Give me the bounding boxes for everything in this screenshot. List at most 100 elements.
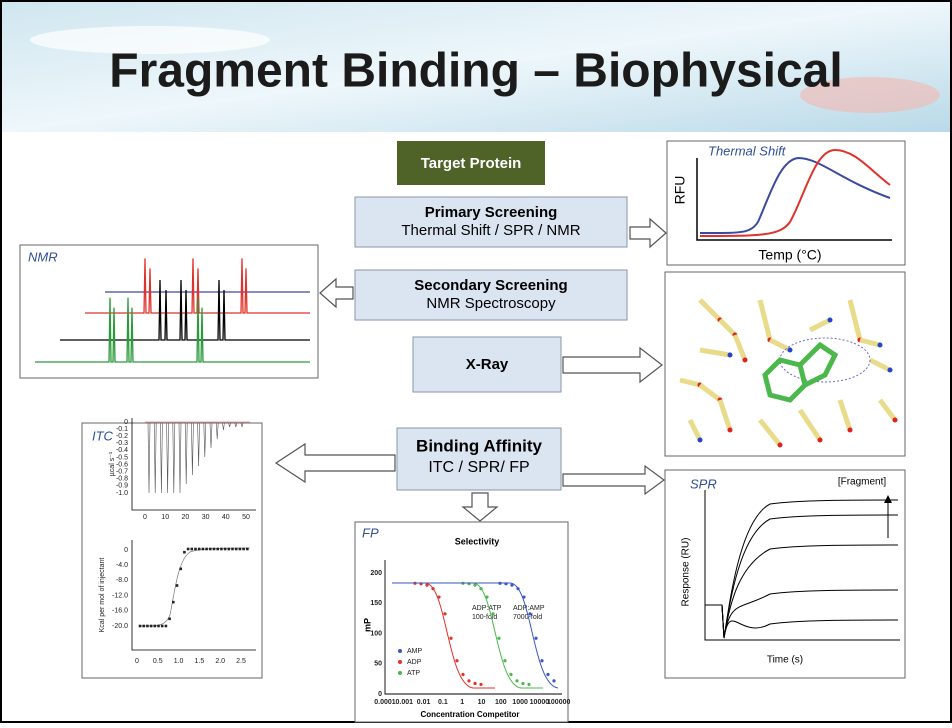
tick-label: -16.0: [112, 608, 128, 615]
data-point: [522, 595, 525, 598]
data-point: [168, 618, 171, 621]
plot-title: Selectivity: [455, 536, 500, 546]
panel-label: SPR: [690, 476, 717, 491]
data-point: [142, 625, 145, 628]
data-point: [198, 548, 201, 551]
data-point: [521, 682, 524, 685]
data-point: [498, 582, 501, 585]
data-point: [485, 595, 488, 598]
tick-label: 1000: [512, 699, 528, 706]
tick-label: 10: [478, 699, 486, 706]
tick-label: -0.1: [116, 426, 128, 433]
tick-label: 0.01: [417, 699, 431, 706]
panel-label: Thermal Shift: [708, 143, 787, 158]
atom: [728, 353, 733, 358]
data-point: [176, 584, 179, 587]
data-point: [194, 548, 197, 551]
tick-label: 0: [135, 658, 139, 665]
axis-label: RFU: [672, 176, 688, 205]
data-point: [510, 584, 513, 587]
atom: [778, 443, 783, 448]
data-point: [528, 612, 531, 615]
tick-label: 200: [370, 570, 382, 577]
data-point: [213, 548, 216, 551]
tick-label: 0.001: [396, 699, 414, 706]
data-point: [455, 659, 458, 662]
atom: [788, 348, 793, 353]
tick-label: -0.7: [116, 469, 128, 476]
slide-title: Fragment Binding – Biophysical: [109, 45, 842, 98]
data-point: [504, 582, 507, 585]
data-point: [437, 595, 440, 598]
tick-label: 50: [242, 514, 250, 521]
tick-label: 1.5: [195, 658, 205, 665]
atom: [878, 343, 883, 348]
data-point: [224, 548, 227, 551]
data-point: [425, 584, 428, 587]
axis-label: Time (s): [767, 655, 803, 666]
tick-label: 100000: [547, 699, 570, 706]
atom: [743, 358, 748, 363]
data-point: [491, 612, 494, 615]
tick-label: 0: [143, 514, 147, 521]
axis-label: Kcal per mol of injectant: [99, 558, 106, 633]
data-point: [150, 625, 153, 628]
tick-label: 20: [182, 514, 190, 521]
axis-label: mP: [362, 618, 372, 632]
data-point: [479, 683, 482, 686]
tick-label: 0.5: [153, 658, 163, 665]
panel-label: NMR: [28, 249, 58, 264]
atom: [893, 418, 898, 423]
axis-label: Concentration Competitor: [420, 710, 519, 719]
data-point: [216, 548, 219, 551]
data-point: [540, 659, 543, 662]
atom: [728, 428, 733, 433]
tick-label: 40: [222, 514, 230, 521]
data-point: [139, 625, 142, 628]
legend-marker: [398, 671, 402, 675]
data-point: [154, 625, 157, 628]
secondary-heading: Secondary Screening: [414, 277, 567, 294]
data-point: [187, 548, 190, 551]
tick-label: 0.1: [438, 699, 448, 706]
spr-panel: [665, 470, 905, 678]
atom: [698, 438, 703, 443]
data-point: [449, 637, 452, 640]
tick-label: -20.0: [112, 623, 128, 630]
data-point: [509, 673, 512, 676]
tick-label: -0.4: [116, 447, 128, 454]
atom: [828, 318, 833, 323]
tick-label: -0.6: [116, 461, 128, 468]
atom: [848, 428, 853, 433]
tick-label: 10: [161, 514, 169, 521]
data-point: [172, 601, 175, 604]
data-point: [239, 548, 242, 551]
data-point: [552, 679, 555, 682]
data-point: [202, 548, 205, 551]
data-point: [209, 548, 212, 551]
tick-label: 2.5: [236, 658, 246, 665]
data-point: [246, 548, 249, 551]
annotation: ADP:AMP: [513, 605, 545, 612]
data-point: [228, 548, 231, 551]
data-point: [431, 587, 434, 590]
data-point: [161, 625, 164, 628]
data-point: [165, 625, 168, 628]
data-point: [242, 548, 245, 551]
legend-label: ATP: [407, 670, 420, 677]
legend-marker: [398, 660, 402, 664]
tick-label: 30: [202, 514, 210, 521]
tick-label: 0: [378, 691, 382, 698]
data-point: [516, 587, 519, 590]
data-point: [461, 673, 464, 676]
tick-label: -4.0: [116, 562, 128, 569]
tick-label: -0.9: [116, 483, 128, 490]
tick-label: -8.0: [116, 577, 128, 584]
tick-label: 150: [370, 600, 382, 607]
data-point: [479, 587, 482, 590]
tick-label: -0.2: [116, 433, 128, 440]
tick-label: 2.0: [215, 658, 225, 665]
data-point: [179, 568, 182, 571]
axis-label: Temp (°C): [758, 247, 821, 263]
tick-label: -0.8: [116, 476, 128, 483]
